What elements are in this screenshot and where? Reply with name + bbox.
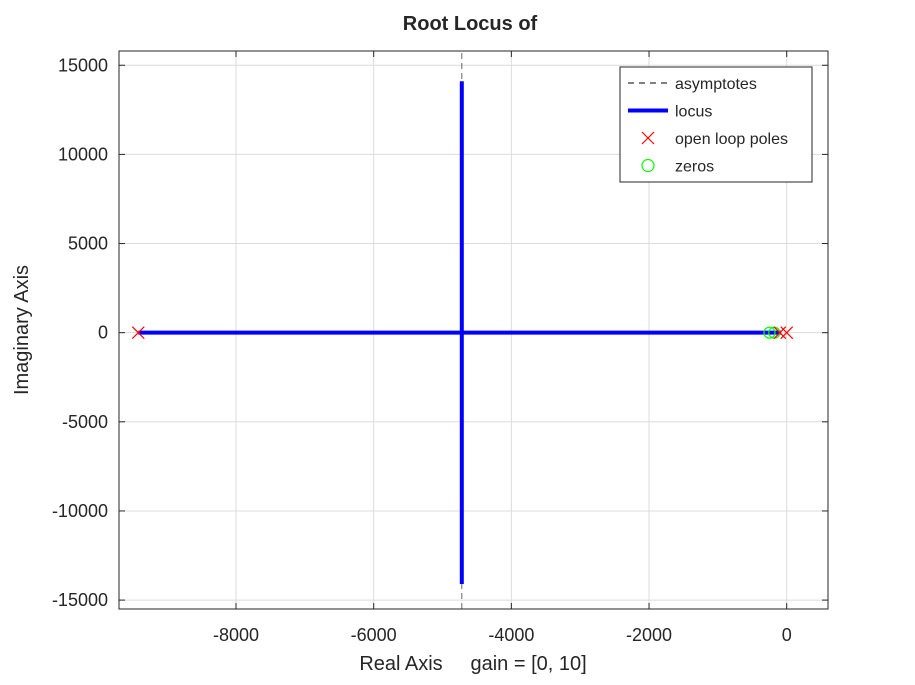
pole-marker — [773, 326, 787, 340]
x-tick-label: -4000 — [488, 625, 534, 645]
legend-label: open loop poles — [675, 131, 788, 148]
legend-box — [619, 66, 813, 183]
x-axis-label: Real Axis gain = [0, 10] — [359, 653, 586, 675]
x-tick-label: 0 — [782, 625, 792, 645]
chart-title: Root Locus of — [403, 13, 538, 35]
legend-label: locus — [675, 104, 712, 121]
plot-area — [131, 51, 794, 609]
y-tick-label: 15000 — [58, 55, 108, 75]
y-tick-label: -15000 — [52, 590, 108, 610]
y-tick-label: 0 — [98, 323, 108, 343]
pole-marker-stroke — [773, 326, 787, 340]
y-tick-label: -10000 — [52, 501, 108, 521]
legend-label: asymptotes — [675, 76, 757, 93]
ticks: -8000 -6000 -4000 -2000 0 -15000 -10000 -5000 0 5… — [52, 51, 828, 645]
y-tick-label: 10000 — [58, 144, 108, 164]
y-tick-label: 5000 — [68, 234, 108, 254]
legend-circle — [641, 158, 655, 173]
y-axis-label: Imaginary Axis — [11, 265, 33, 395]
legend-entry: zeros — [641, 158, 714, 176]
legend-entry: locus — [628, 104, 712, 121]
x-tick-label: -6000 — [351, 625, 397, 645]
x-tick-label: -2000 — [626, 625, 672, 645]
legend-label: zeros — [675, 159, 714, 176]
legend: asymptotes locus open loop poles zeros — [619, 66, 813, 183]
legend-entry: open loop poles — [641, 131, 788, 148]
legend-symbol — [641, 131, 655, 145]
pole-marker-stroke — [131, 326, 145, 340]
pole-marker-stroke — [780, 326, 794, 340]
pole-marker — [780, 326, 794, 340]
legend-symbol — [641, 158, 655, 173]
y-tick-label: -5000 — [62, 412, 108, 432]
zero-marker — [763, 326, 776, 339]
legend-entry: asymptotes — [628, 76, 757, 93]
legend-x-stroke — [641, 131, 655, 145]
plot-frame — [118, 50, 829, 610]
x-tick-label: -8000 — [213, 625, 259, 645]
pole-marker — [131, 326, 145, 340]
